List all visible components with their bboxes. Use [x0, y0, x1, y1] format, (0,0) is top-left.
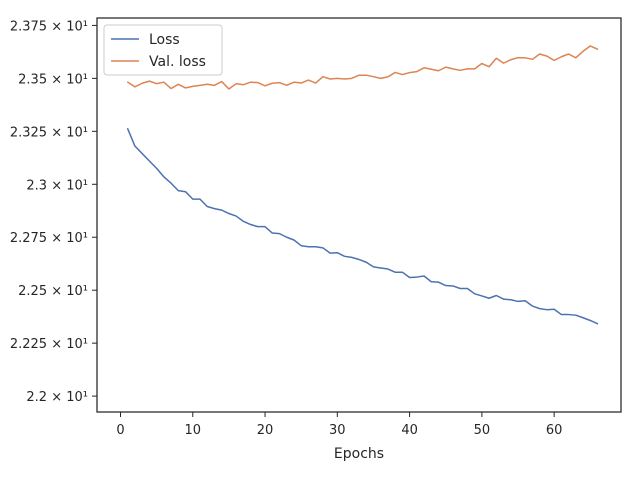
x-axis: 0 10 20 30 40 50 60: [116, 412, 562, 438]
legend-label-1: Val. loss: [149, 54, 206, 70]
series-line-1: [126, 45, 599, 90]
x-tick-label: 0: [116, 423, 124, 438]
x-tick-label: 50: [474, 423, 491, 438]
y-tick-label: 2.375 × 10¹: [10, 19, 88, 34]
legend: Loss Val. loss: [103, 24, 223, 76]
x-tick-label: 30: [329, 423, 346, 438]
legend-label-0: Loss: [149, 32, 180, 48]
plot-frame: [96, 17, 622, 413]
y-tick-label: 2.25 × 10¹: [18, 284, 88, 299]
x-tick-label: 40: [401, 423, 418, 438]
y-tick-label: 2.325 × 10¹: [10, 125, 88, 140]
x-tick-label: 20: [257, 423, 274, 438]
x-tick-label: 60: [546, 423, 563, 438]
y-tick-label: 2.225 × 10¹: [10, 337, 88, 352]
plot-lines: [126, 45, 599, 325]
x-tick-label: 10: [184, 423, 201, 438]
y-tick-label: 2.275 × 10¹: [10, 231, 88, 246]
legend-box: [103, 24, 223, 76]
y-axis: 2.2 × 10¹ 2.225 × 10¹ 2.25 × 10¹ 2.275 × 10…: [10, 19, 97, 405]
y-tick-label: 2.3 × 10¹: [26, 178, 88, 193]
x-axis-label: Epochs: [334, 446, 384, 462]
y-tick-label: 2.2 × 10¹: [26, 390, 88, 405]
series-line-0: [126, 128, 599, 325]
y-tick-label: 2.35 × 10¹: [18, 72, 88, 87]
